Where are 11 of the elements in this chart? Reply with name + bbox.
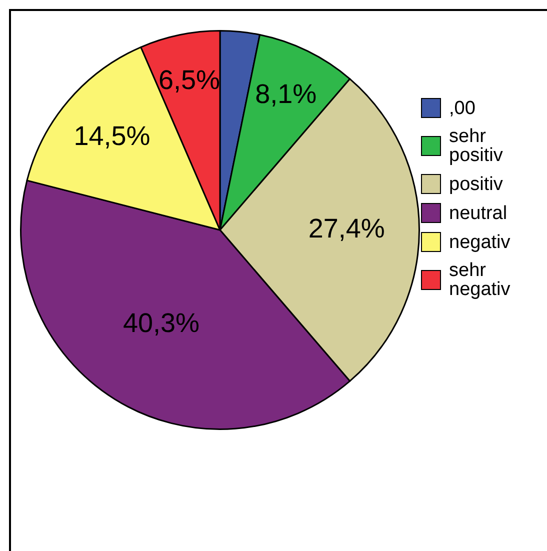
legend-label: sehr negativ (449, 260, 512, 300)
legend-label: negativ (449, 232, 512, 252)
data-label: 8,1% (255, 79, 317, 110)
legend-label: positiv (449, 174, 504, 194)
legend-label: sehr positiv (449, 126, 504, 166)
data-label: 40,3% (123, 308, 200, 338)
legend-label: neutral (449, 202, 508, 224)
legend-label: ,00 (449, 98, 476, 118)
data-label: 27,4% (308, 213, 385, 244)
data-label: 6,5% (158, 64, 220, 95)
data-label: 14,5% (74, 121, 150, 152)
